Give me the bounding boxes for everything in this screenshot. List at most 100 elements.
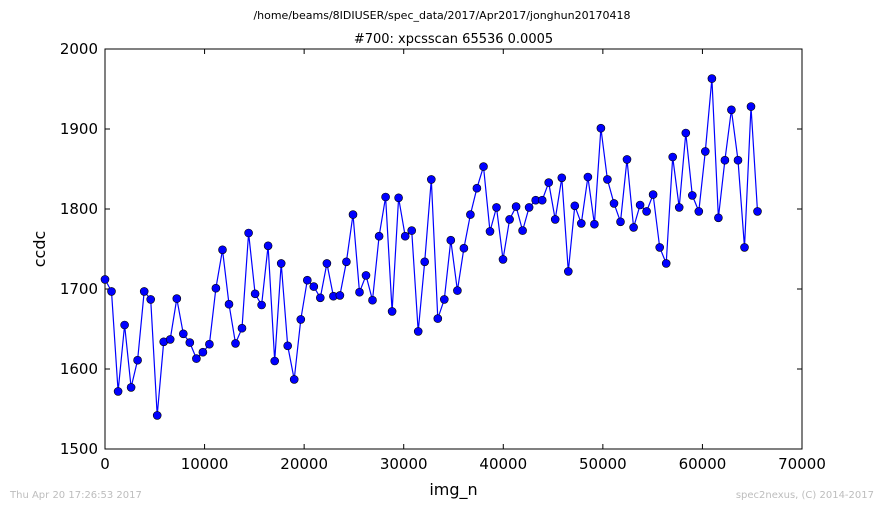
data-point [296,315,306,324]
data-point [524,203,534,212]
x-tick-label: 20000 [280,455,328,473]
data-point [342,257,351,267]
y-tick-label: 1700 [60,280,98,298]
data-point [485,227,495,236]
data-point [413,327,423,336]
series-points [100,74,762,420]
data-point [479,162,488,171]
data-point [635,200,645,210]
data-point [446,235,456,245]
data-point [537,195,547,205]
data-point [237,323,247,333]
data-point [570,201,580,211]
data-point [113,387,123,396]
data-point [179,329,188,339]
data-point [674,203,684,212]
data-point [511,202,521,211]
data-point [400,231,410,241]
y-tick-label: 2000 [60,40,98,58]
data-point [550,215,560,224]
data-point [642,207,651,216]
data-point [661,259,671,268]
data-point [720,155,730,165]
data-point [394,193,403,203]
data-point [466,210,475,219]
data-point [302,275,312,285]
data-point [146,295,155,304]
data-point [120,320,129,330]
x-tick-label: 30000 [380,455,428,473]
data-point [407,226,417,235]
x-tick-label: 0 [100,455,110,473]
data-point [590,219,599,229]
data-point [453,286,462,295]
data-point [289,375,299,384]
data-point [629,223,638,232]
data-point [257,300,266,310]
y-axis-label: ccdc [30,231,49,268]
data-point [681,128,691,138]
x-tick-label: 40000 [479,455,527,473]
data-point [733,155,743,165]
data-point [309,282,319,291]
data-point [492,203,501,212]
chart-title: #700: xpcsscan 65536 0.0005 [354,32,553,47]
data-point [368,295,377,305]
data-point [276,259,286,268]
data-point [211,283,221,293]
data-point [381,192,390,202]
y-tick-label: 1500 [60,440,98,458]
x-tick-label: 50000 [579,455,627,473]
data-point [596,123,606,133]
data-point [576,219,586,228]
y-tick-label: 1900 [60,120,98,138]
data-point [335,291,345,300]
data-point [694,207,704,216]
data-point [544,178,554,187]
data-point [433,314,443,323]
data-point [505,215,514,224]
data-point [609,199,619,208]
data-point [746,102,756,111]
data-point [192,354,201,363]
data-point [622,155,632,164]
plot-frame [104,48,803,450]
y-tick-label: 1600 [60,360,98,378]
data-point [498,255,508,264]
data-point [361,271,371,280]
data-point [700,147,710,156]
data-point [198,347,208,357]
data-point [420,257,430,267]
x-axis-label: img_n [429,480,477,500]
data-point [133,355,142,365]
data-point [387,307,397,316]
y-tick-label: 1800 [60,200,98,218]
data-point [563,267,573,276]
axis-ticks: 0 10000 20000 30000 40000 50000 60000 70000 1500… [60,40,826,473]
data-point [472,183,482,193]
data-point [348,210,358,219]
data-point [355,287,364,297]
data-point [224,299,234,309]
data-point [655,243,665,252]
data-point [283,341,293,351]
data-point [707,74,717,83]
data-point [616,217,625,227]
x-tick-label: 60000 [679,455,727,473]
file-path-suptitle: /home/beams/8IDIUSER/spec_data/2017/Apr2… [253,9,631,22]
data-point [518,226,527,235]
data-point [459,243,469,253]
data-point [126,383,136,392]
data-point [185,338,195,347]
data-point [648,190,658,199]
data-point [439,295,449,304]
data-point [100,275,110,284]
data-point [270,356,280,366]
data-point [714,213,723,223]
data-point [583,172,593,182]
data-point [139,287,149,296]
data-point [557,173,567,183]
footer-credit: spec2nexus, (C) 2014-2017 [735,490,874,501]
data-point [165,335,175,344]
data-point [231,339,240,348]
